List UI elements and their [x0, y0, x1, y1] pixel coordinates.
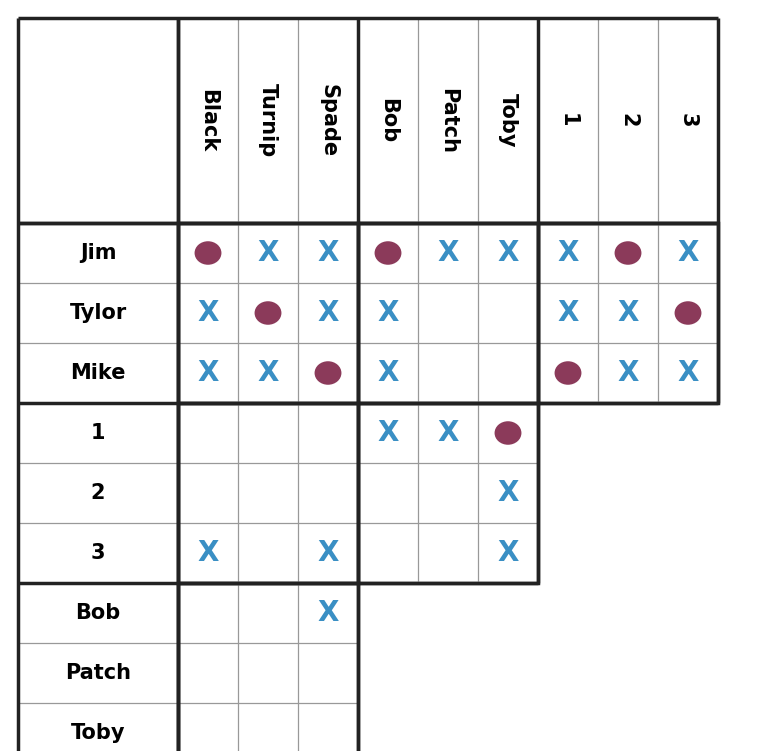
- Text: Toby: Toby: [71, 723, 125, 743]
- Bar: [358, 223, 538, 403]
- Text: Turnip: Turnip: [258, 83, 278, 158]
- Text: X: X: [557, 299, 579, 327]
- Text: 3: 3: [678, 113, 698, 128]
- Text: X: X: [318, 299, 338, 327]
- Ellipse shape: [554, 361, 581, 385]
- Text: Tylor: Tylor: [69, 303, 126, 323]
- Text: Toby: Toby: [498, 93, 518, 148]
- Text: X: X: [677, 359, 699, 387]
- Bar: [178, 223, 358, 403]
- Text: X: X: [437, 239, 459, 267]
- Ellipse shape: [675, 301, 702, 324]
- Ellipse shape: [315, 361, 342, 385]
- Text: Spade: Spade: [318, 84, 338, 157]
- Text: 2: 2: [91, 483, 106, 503]
- Text: X: X: [377, 419, 399, 447]
- Text: X: X: [497, 539, 519, 567]
- Bar: [358, 403, 538, 583]
- Text: X: X: [318, 239, 338, 267]
- Ellipse shape: [614, 241, 641, 265]
- Text: 1: 1: [558, 113, 578, 128]
- Bar: [538, 223, 718, 403]
- Text: X: X: [318, 539, 338, 567]
- Ellipse shape: [375, 241, 402, 265]
- Text: X: X: [258, 359, 278, 387]
- Text: 1: 1: [91, 423, 106, 443]
- Text: 3: 3: [91, 543, 106, 563]
- Text: X: X: [437, 419, 459, 447]
- Bar: [178, 583, 358, 751]
- Text: X: X: [197, 359, 219, 387]
- Text: X: X: [377, 299, 399, 327]
- Text: Mike: Mike: [70, 363, 126, 383]
- Text: Patch: Patch: [438, 88, 458, 153]
- Text: Jim: Jim: [79, 243, 116, 263]
- Text: X: X: [318, 599, 338, 627]
- Ellipse shape: [194, 241, 221, 265]
- Ellipse shape: [254, 301, 281, 324]
- Text: 2: 2: [618, 113, 638, 128]
- Text: X: X: [497, 479, 519, 507]
- Text: X: X: [618, 299, 638, 327]
- Text: X: X: [197, 539, 219, 567]
- Text: X: X: [258, 239, 278, 267]
- Text: X: X: [557, 239, 579, 267]
- Text: X: X: [377, 359, 399, 387]
- Text: Black: Black: [198, 89, 218, 152]
- Text: Patch: Patch: [65, 663, 131, 683]
- Text: X: X: [497, 239, 519, 267]
- Text: Bob: Bob: [378, 98, 398, 143]
- Text: X: X: [197, 299, 219, 327]
- Ellipse shape: [494, 421, 521, 445]
- Bar: [178, 403, 358, 583]
- Text: Bob: Bob: [76, 603, 120, 623]
- Text: X: X: [618, 359, 638, 387]
- Text: X: X: [677, 239, 699, 267]
